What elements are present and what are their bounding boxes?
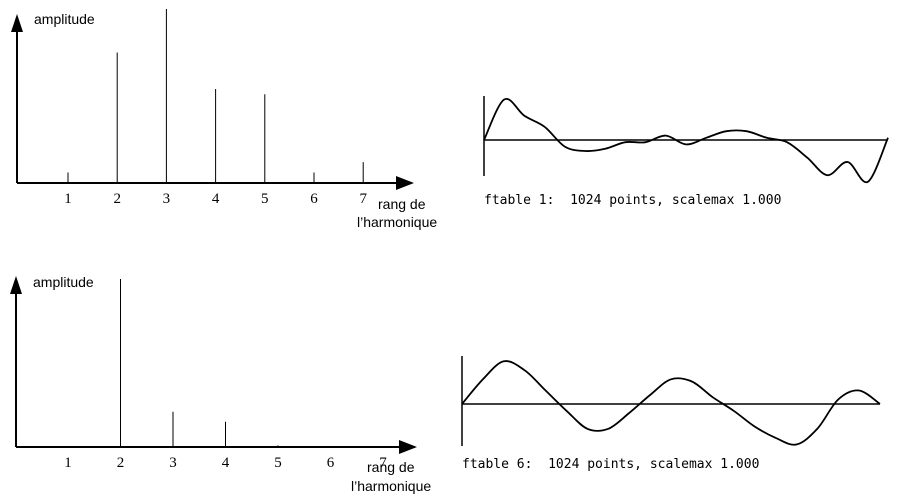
tick-label-top-3: 3 — [163, 191, 171, 207]
tick-label-bottom-5: 5 — [274, 455, 282, 471]
tick-label-bottom-4: 4 — [222, 455, 230, 471]
x-axis-label-bottom-line2: l’harmonique — [351, 478, 431, 494]
tick-label-top-6: 6 — [310, 191, 318, 207]
x-axis-label-bottom-line1: rang de — [367, 459, 415, 475]
waveform-top: ftable 1: 1024 points, scalemax 1.000 — [483, 96, 889, 208]
harmonic-bars-bottom — [120, 279, 279, 447]
x-axis-arrow-top — [396, 176, 414, 190]
waveform-top-caption: ftable 1: 1024 points, scalemax 1.000 — [484, 193, 781, 208]
waveform-top-curve — [483, 97, 889, 184]
y-axis-arrow-bottom — [10, 276, 22, 294]
y-axis-label-bottom: amplitude — [33, 274, 94, 290]
tick-labels-top: 1 2 3 4 5 6 7 — [64, 191, 367, 207]
harmonic-bars-top — [67, 9, 364, 183]
waveform-bottom-caption: ftable 6: 1024 points, scalemax 1.000 — [462, 457, 759, 472]
tick-label-bottom-1: 1 — [64, 455, 72, 471]
tick-label-top-7: 7 — [359, 191, 367, 207]
x-axis-label-top-line1: rang de — [378, 196, 426, 212]
y-axis-label-top: amplitude — [34, 11, 95, 27]
spectrum-chart-bottom: amplitude rang de l’harmonique 1 2 3 4 5 6 7 — [10, 274, 431, 494]
tick-label-top-1: 1 — [64, 191, 72, 207]
waveform-bottom: ftable 6: 1024 points, scalemax 1.000 — [461, 356, 881, 472]
y-axis-arrow-top — [11, 14, 23, 32]
spectrum-chart-top: amplitude rang de l’harmonique 1 2 3 4 5 6 7 — [11, 9, 437, 230]
tick-label-bottom-2: 2 — [117, 455, 125, 471]
x-axis-arrow-bottom — [399, 440, 417, 454]
tick-label-top-2: 2 — [113, 191, 121, 207]
tick-label-top-5: 5 — [261, 191, 269, 207]
tick-label-bottom-3: 3 — [169, 455, 177, 471]
waveform-bottom-curve — [461, 360, 881, 446]
tick-labels-bottom: 1 2 3 4 5 6 7 — [64, 455, 387, 471]
tick-label-bottom-7: 7 — [379, 455, 387, 471]
x-axis-label-top-line2: l’harmonique — [357, 214, 437, 230]
tick-label-top-4: 4 — [212, 191, 220, 207]
tick-label-bottom-6: 6 — [327, 455, 335, 471]
